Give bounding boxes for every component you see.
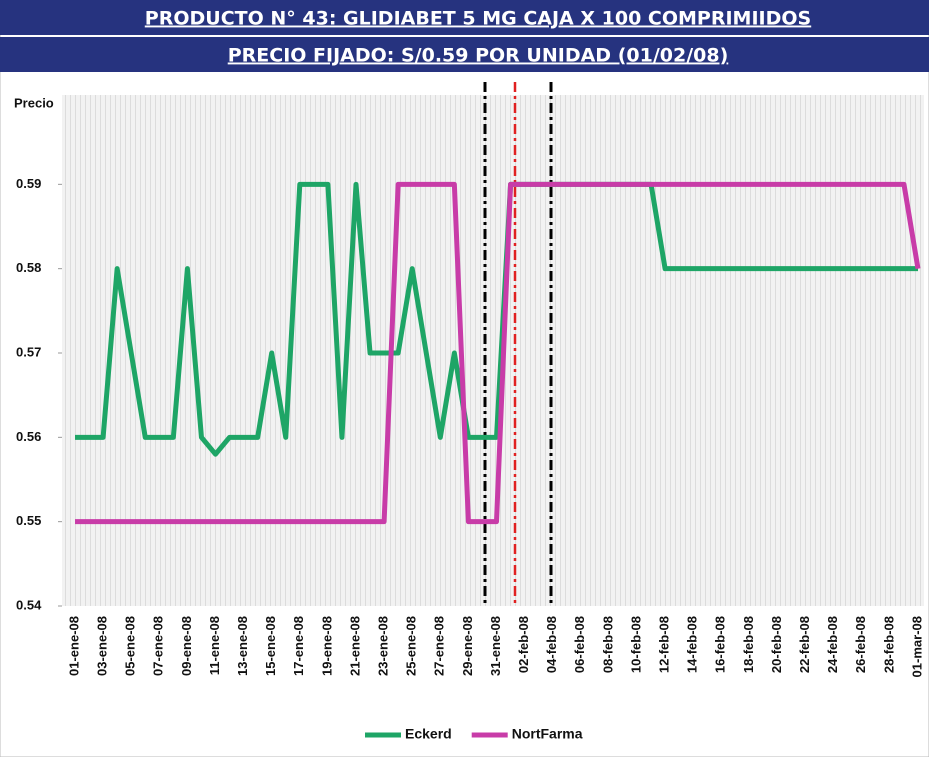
x-tick-label: 13-ene-08 (235, 616, 250, 676)
x-tick-label: 17-ene-08 (291, 616, 306, 676)
x-tick-label: 29-ene-08 (460, 616, 475, 676)
x-tick-label: 14-feb-08 (685, 616, 700, 673)
x-tick-label: 31-ene-08 (488, 616, 503, 676)
x-tick-label: 20-feb-08 (769, 616, 784, 673)
x-tick-label: 05-ene-08 (123, 616, 138, 676)
x-tick-label: 08-feb-08 (600, 616, 615, 673)
chart-title: PRODUCTO N° 43: GLIDIABET 5 MG CAJA X 10… (145, 8, 811, 30)
x-tick-label: 01-ene-08 (66, 616, 81, 676)
x-tick-label: 01-mar-08 (909, 616, 924, 677)
x-tick-label: 16-feb-08 (713, 616, 728, 673)
x-tick-label: 07-ene-08 (151, 616, 166, 676)
x-tick-label: 04-feb-08 (544, 616, 559, 673)
plot-area (62, 95, 924, 606)
x-tick-label: 25-ene-08 (404, 616, 419, 676)
legend-label: NortFarma (512, 726, 583, 742)
y-axis-label: Precio (14, 95, 54, 110)
x-tick-label: 11-ene-08 (207, 616, 222, 675)
x-tick-label: 22-feb-08 (797, 616, 812, 673)
x-tick-label: 27-ene-08 (432, 616, 447, 676)
x-tick-label: 15-ene-08 (263, 616, 278, 676)
y-tick-label: 0.56 (16, 429, 41, 444)
title-bar (0, 0, 929, 35)
series-line (75, 181, 918, 457)
x-tick-label: 02-feb-08 (516, 616, 531, 673)
x-tick-label: 18-feb-08 (741, 616, 756, 673)
x-tick-label: 28-feb-08 (881, 616, 896, 673)
x-tick-label: 12-feb-08 (657, 616, 672, 673)
series-line (75, 181, 921, 525)
x-tick-label: 09-ene-08 (179, 616, 194, 676)
x-tick-label: 06-feb-08 (572, 616, 587, 673)
subtitle-bar (0, 37, 929, 72)
x-tick-label: 26-feb-08 (853, 616, 868, 673)
x-tick-label: 10-feb-08 (628, 616, 643, 673)
y-tick-label: 0.59 (16, 176, 41, 191)
y-tick-label: 0.57 (16, 344, 41, 359)
y-tick-label: 0.55 (16, 513, 41, 528)
y-tick-label: 0.54 (16, 597, 42, 612)
x-tick-label: 19-ene-08 (319, 616, 334, 676)
x-tick-label: 23-ene-08 (376, 616, 391, 676)
x-tick-label: 21-ene-08 (347, 616, 362, 676)
x-tick-label: 24-feb-08 (825, 616, 840, 673)
y-tick-label: 0.58 (16, 260, 41, 275)
chart-subtitle: PRECIO FIJADO: S/0.59 POR UNIDAD (01/02/… (228, 45, 729, 67)
legend-label: Eckerd (405, 726, 452, 742)
x-tick-label: 03-ene-08 (95, 616, 110, 676)
